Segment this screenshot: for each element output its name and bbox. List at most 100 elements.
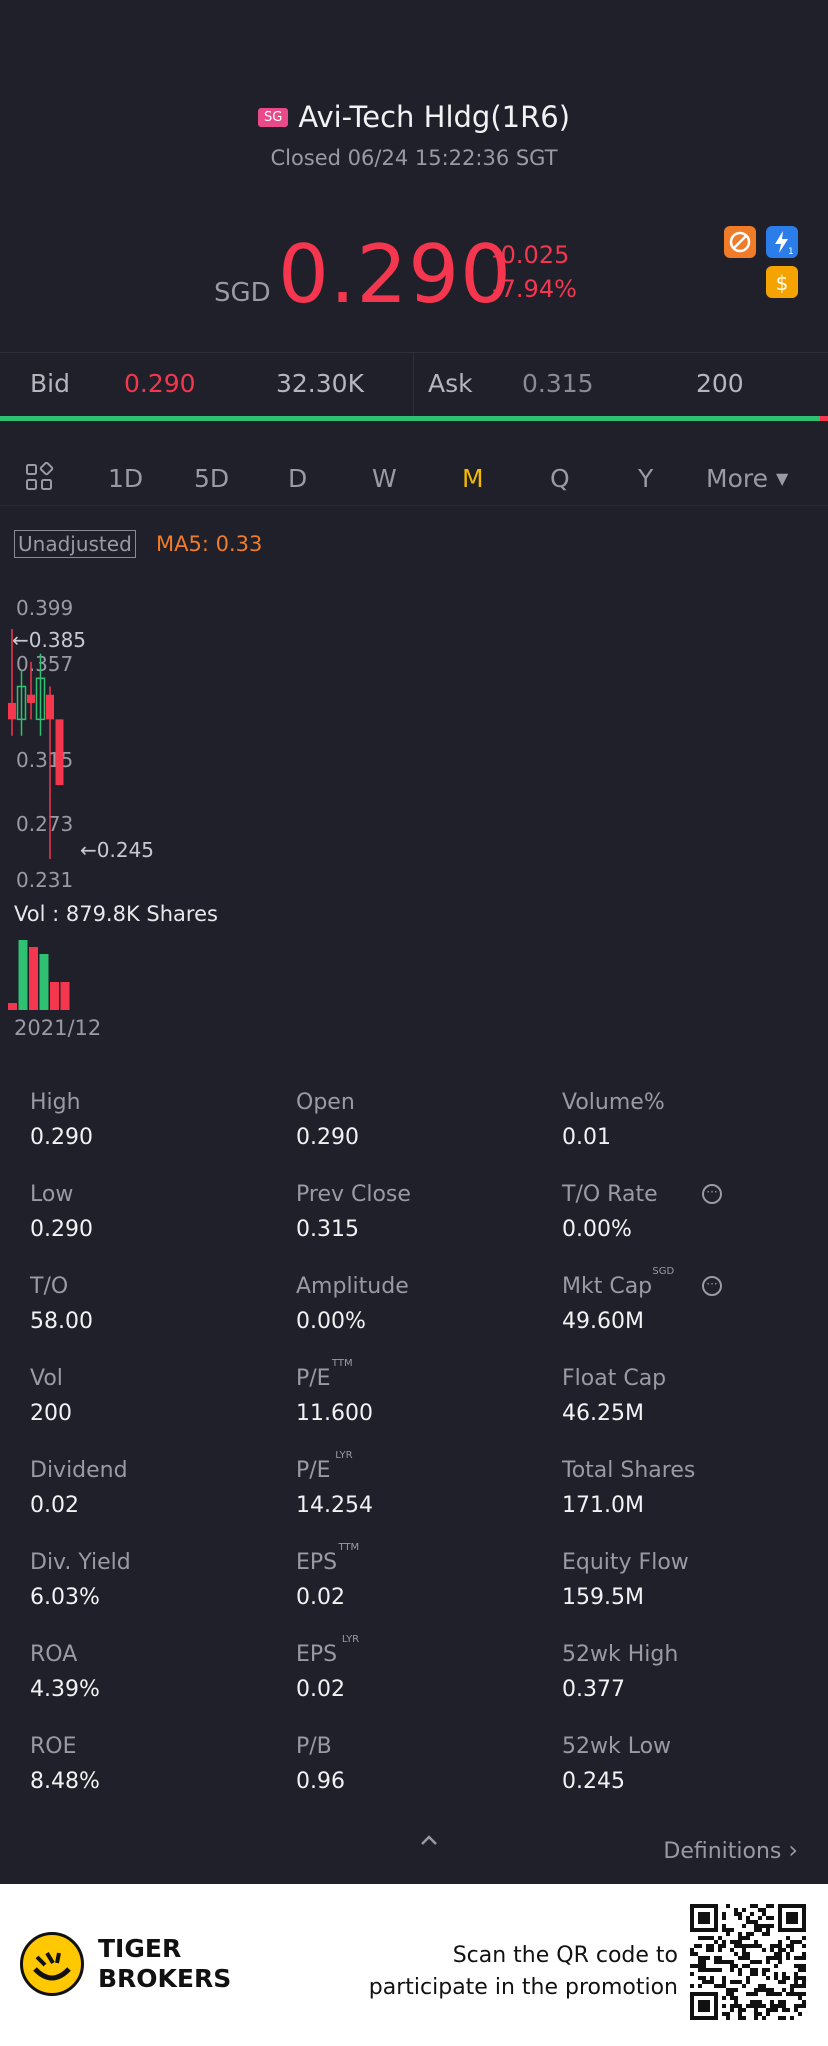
stat-item: Dividend 0.02 (30, 1458, 290, 1518)
stat-value: 58.00 (30, 1309, 93, 1334)
tab-1d[interactable]: 1D (108, 464, 144, 493)
volume-bar (8, 1003, 17, 1010)
stat-label-text: Open (296, 1090, 355, 1115)
stat-value: 0.01 (562, 1125, 611, 1150)
stat-label: Dividend (30, 1458, 128, 1483)
stat-value: 0.290 (30, 1125, 93, 1150)
stat-label: ROE (30, 1734, 77, 1759)
stat-label: ROA (30, 1642, 77, 1667)
promo-line-2: participate in the promotion (368, 1975, 678, 2000)
stat-item: Amplitude 0.00% (296, 1274, 556, 1334)
stat-label-text: Vol (30, 1366, 63, 1391)
candle-body (46, 694, 54, 720)
stat-item: 52wk High 0.377 (562, 1642, 822, 1702)
ma5-label: MA5: 0.33 (156, 532, 263, 556)
stat-item: P/B 0.96 (296, 1734, 556, 1794)
bid-label: Bid (30, 369, 70, 398)
stat-label: Volume% (562, 1090, 665, 1115)
stat-label: Prev Close (296, 1182, 411, 1207)
stat-label: Div. Yield (30, 1550, 131, 1575)
change-value: -0.025 (492, 241, 570, 269)
candle-body (55, 719, 64, 786)
stat-item: Equity Flow 159.5M (562, 1550, 822, 1610)
volume-bar (39, 954, 49, 1010)
quote-header: SG Avi-Tech Hldg(1R6) Closed 06/24 15:22:… (0, 0, 828, 352)
dividend-dollar-icon[interactable]: $ (766, 266, 798, 298)
tab-year[interactable]: Y (638, 464, 654, 493)
stat-item: P/E TTM 11.600 (296, 1358, 556, 1426)
stat-label-text: EPS (296, 1550, 338, 1575)
stat-item: Low 0.290 (30, 1182, 290, 1242)
caret-down-icon: ▼ (775, 469, 789, 488)
tab-more-label: More (706, 464, 768, 493)
tab-quarter[interactable]: Q (550, 464, 570, 493)
stat-label-text: 52wk Low (562, 1734, 672, 1759)
high-marker-value: 0.385 (28, 628, 87, 652)
tab-week[interactable]: W (372, 464, 397, 493)
stat-label-text: High (30, 1090, 81, 1115)
bid-ask-bar: Bid 0.290 32.30K Ask 0.315 200 (0, 352, 828, 417)
change-percent: -7.94% (492, 275, 577, 303)
stat-label: EPS LYR (296, 1634, 359, 1667)
promo-line-1: Scan the QR code to (452, 1943, 678, 1968)
stat-label-text: T/O (30, 1274, 69, 1299)
period-tabs: 1D 5D D W M Q Y More ▼ (0, 456, 828, 506)
market-badge: SG (257, 108, 289, 127)
ask-label: Ask (428, 369, 473, 398)
stat-label: P/B (296, 1734, 332, 1759)
candle-body (35, 677, 46, 721)
tab-day[interactable]: D (288, 464, 308, 493)
stat-value: 46.25M (562, 1401, 644, 1426)
low-marker-value: 0.245 (96, 838, 155, 862)
collapse-chevron-up-icon[interactable] (418, 1830, 440, 1852)
stat-value: 0.00% (562, 1217, 632, 1242)
kline-chart[interactable]: Unadjusted MA5: 0.33 0.399 0.357 0.315 0… (0, 520, 828, 1050)
definitions-label: Definitions (663, 1839, 782, 1864)
adjust-toggle[interactable]: Unadjusted (14, 530, 136, 558)
candlestick-plot (8, 629, 70, 1010)
bid-ask-ratio-bar (0, 416, 828, 421)
definitions-link[interactable]: Definitions › (663, 1836, 798, 1864)
bid-size: 32.30K (276, 369, 364, 398)
stat-label: Vol (30, 1366, 63, 1391)
stat-value: 0.00% (296, 1309, 366, 1334)
stat-value: 0.377 (562, 1677, 625, 1702)
brand-name: TIGER BROKERS (98, 1934, 231, 1994)
stat-item: Float Cap 46.25M (562, 1366, 822, 1426)
volume-bar (18, 940, 28, 1010)
svg-text:$: $ (776, 271, 789, 295)
low-marker-label: ←0.245 (80, 838, 155, 862)
volume-bar (29, 947, 38, 1010)
stat-label: Float Cap (562, 1366, 666, 1391)
market-status: Closed 06/24 15:22:36 SGT (270, 146, 558, 170)
tab-more[interactable]: More ▼ (706, 464, 788, 493)
tab-5d[interactable]: 5D (194, 464, 230, 493)
stat-label-text: 52wk High (562, 1642, 679, 1667)
layout-grid-icon[interactable] (24, 461, 54, 498)
level-one-lightning-icon[interactable]: 1 (766, 226, 798, 258)
stat-value: 8.48% (30, 1769, 100, 1794)
stat-value: 159.5M (562, 1585, 644, 1610)
no-short-icon[interactable] (724, 226, 756, 258)
stock-title-row: SG Avi-Tech Hldg(1R6) (0, 100, 828, 134)
stat-item: P/E LYR 14.254 (296, 1450, 556, 1518)
last-price: 0.290 (278, 228, 513, 321)
tab-month[interactable]: M (462, 464, 484, 493)
info-more-icon[interactable]: ··· (702, 1184, 722, 1204)
x-axis-label: 2021/12 (14, 1016, 102, 1040)
stat-value: 171.0M (562, 1493, 644, 1518)
stat-label-text: Low (30, 1182, 74, 1207)
y-tick-label: 0.231 (16, 868, 74, 892)
y-tick-label: 0.273 (16, 812, 74, 836)
stat-item: Vol 200 (30, 1366, 290, 1426)
info-more-icon[interactable]: ··· (702, 1276, 722, 1296)
stat-label-text: Dividend (30, 1458, 128, 1483)
qr-code[interactable] (688, 1902, 808, 2026)
currency-label: SGD (214, 278, 271, 308)
stat-label-text: P/E (296, 1366, 331, 1391)
candle-body (16, 685, 27, 721)
stat-label: T/O Rate (562, 1182, 658, 1207)
stat-label: Equity Flow (562, 1550, 689, 1575)
stat-label-text: ROA (30, 1642, 78, 1667)
brand-line-2: BROKERS (98, 1964, 232, 1993)
